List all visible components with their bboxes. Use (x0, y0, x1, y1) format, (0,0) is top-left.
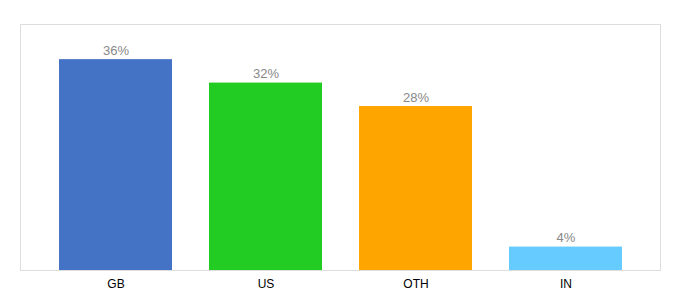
svg-text:32%: 32% (253, 66, 279, 81)
svg-text:28%: 28% (403, 90, 429, 105)
svg-text:GB: GB (107, 277, 124, 291)
svg-text:OTH: OTH (403, 277, 428, 291)
svg-text:IN: IN (560, 277, 572, 291)
svg-text:36%: 36% (103, 43, 129, 58)
svg-text:US: US (258, 277, 275, 291)
svg-text:4%: 4% (557, 230, 576, 245)
